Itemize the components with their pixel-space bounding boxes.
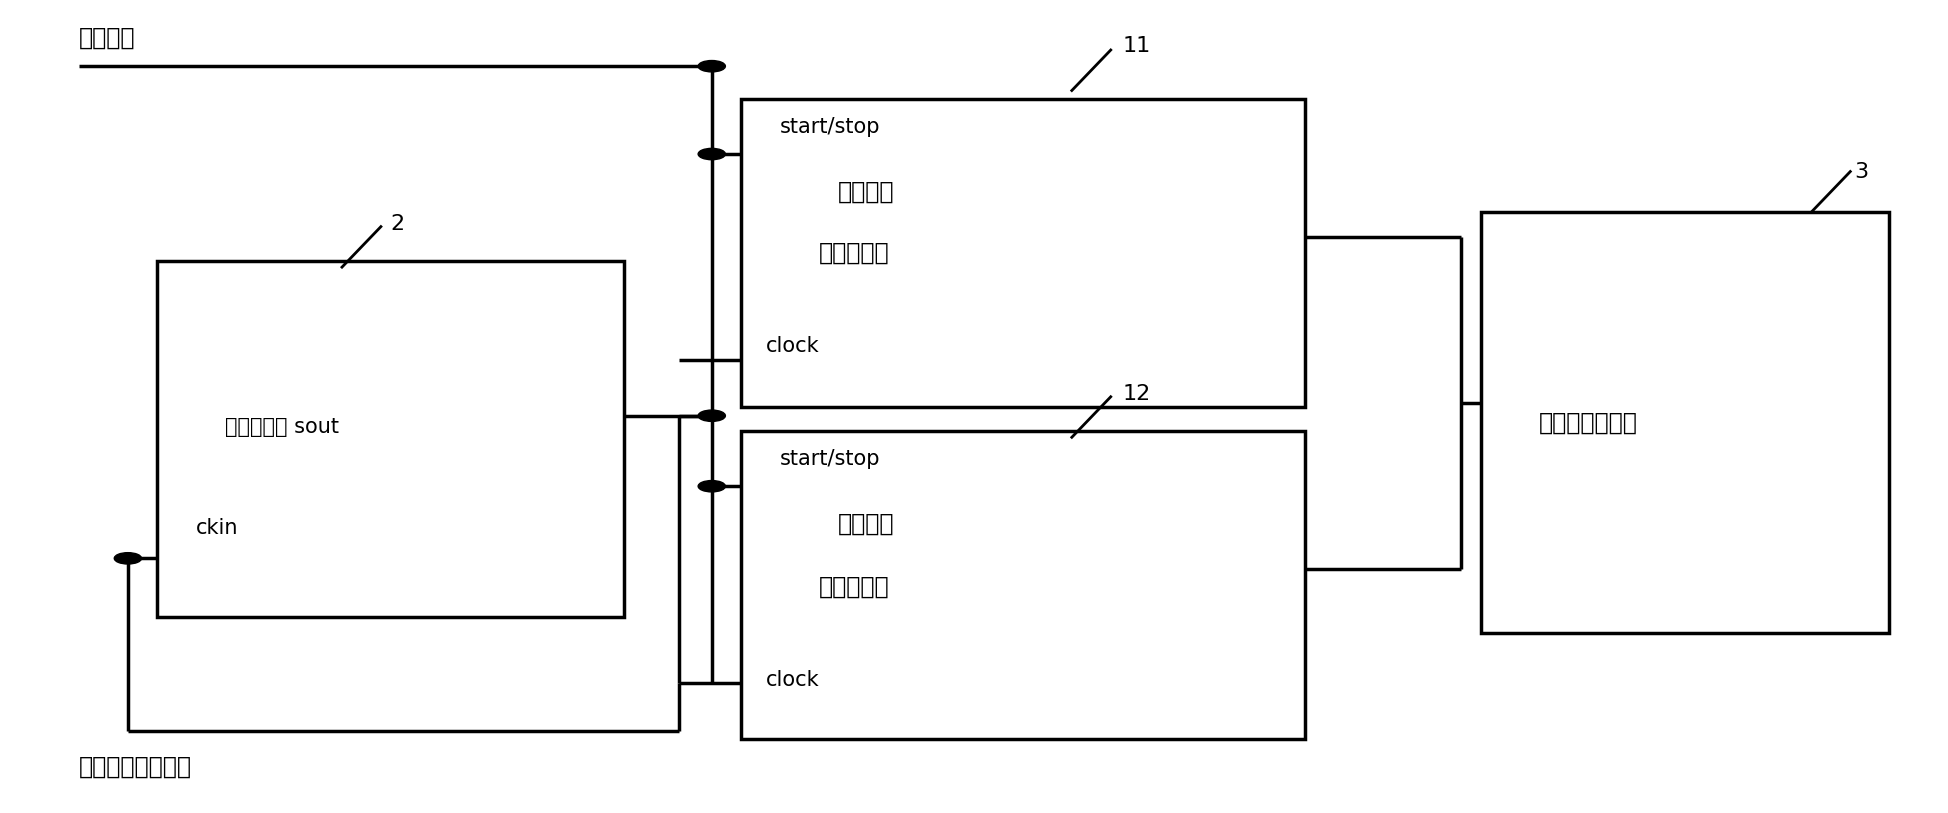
Text: 12: 12: [1122, 385, 1149, 404]
Text: 2: 2: [390, 214, 405, 234]
Circle shape: [697, 60, 725, 72]
Circle shape: [115, 553, 142, 564]
Circle shape: [697, 410, 725, 421]
Text: 11: 11: [1122, 36, 1149, 56]
Bar: [740, 431, 1305, 739]
Text: 3: 3: [1853, 162, 1868, 181]
Bar: [1480, 212, 1888, 633]
Text: 测量值校准单元: 测量值校准单元: [1539, 411, 1636, 435]
Text: 数据信号: 数据信号: [80, 26, 136, 50]
Text: 数字转换器: 数字转换器: [818, 574, 888, 598]
Text: start/stop: start/stop: [779, 117, 880, 137]
Bar: [158, 261, 623, 617]
Text: clock: clock: [766, 670, 820, 689]
Circle shape: [697, 148, 725, 159]
Circle shape: [697, 480, 725, 492]
Bar: [740, 98, 1305, 406]
Text: 第二时间: 第二时间: [838, 512, 894, 536]
Text: 脉冲生成器 sout: 脉冲生成器 sout: [226, 417, 339, 437]
Text: 数字转换器: 数字转换器: [818, 241, 888, 264]
Text: ckin: ckin: [197, 518, 238, 538]
Text: clock: clock: [766, 336, 820, 356]
Text: start/stop: start/stop: [779, 449, 880, 469]
Text: 第一时间: 第一时间: [838, 180, 894, 204]
Text: 外部参考时钟信号: 外部参考时钟信号: [80, 755, 193, 779]
